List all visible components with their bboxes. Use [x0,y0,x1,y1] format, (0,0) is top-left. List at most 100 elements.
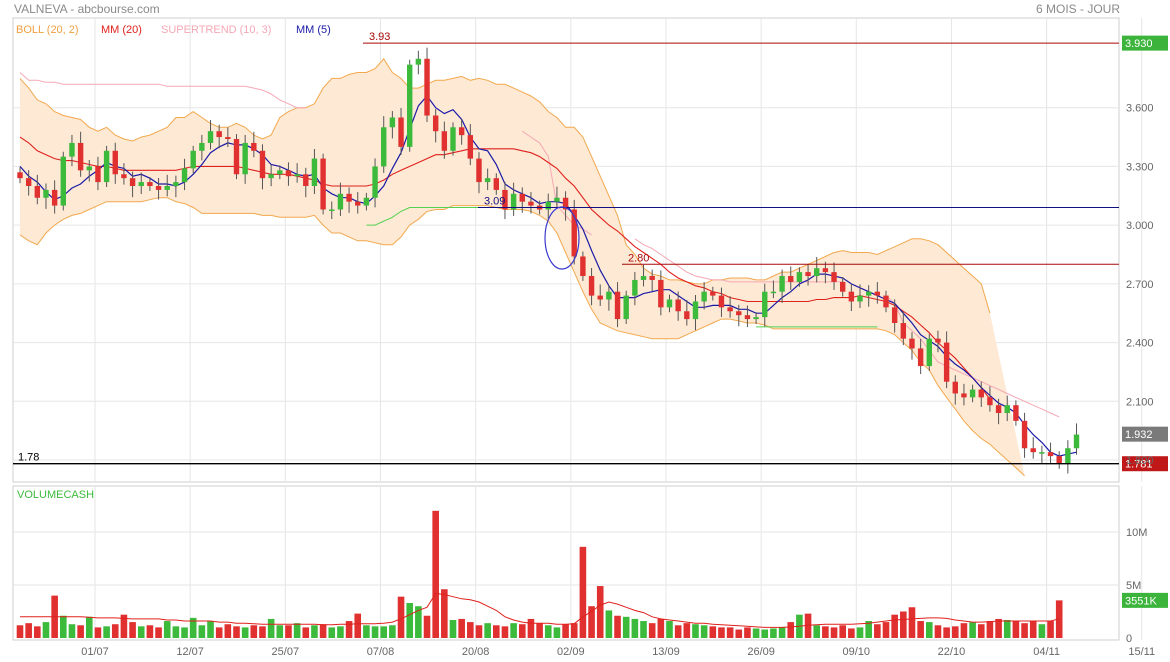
candle-38 [346,193,352,202]
volume-bar-10 [103,626,110,638]
candle-27 [251,142,257,151]
candle-86 [762,291,768,318]
legend-item-2: SUPERTREND (10, 3) [161,24,271,36]
volume-bar-70 [622,616,630,638]
candle-116 [1021,420,1028,449]
volume-bar-106 [934,625,942,638]
candle-12 [121,174,127,179]
x-tick-label-2: 25/07 [272,646,300,658]
candle-33 [303,174,309,186]
price-tag-bg-1 [1122,426,1168,442]
volume-bar-51 [458,618,465,638]
volume-bar-11 [111,624,119,638]
candle-72 [640,276,647,280]
candle-30 [277,170,283,175]
volume-title: VOLUMECASH [17,489,94,501]
volume-bar-33 [302,627,310,638]
candle-61 [545,201,551,210]
volume-bar-7 [77,625,84,638]
price-tag-1: 1.932 [1125,429,1153,441]
volume-bar-25 [233,626,240,638]
candle-32 [294,174,300,177]
candle-81 [718,295,725,308]
volume-bar-61 [544,625,552,638]
legend-item-0: BOLL (20, 2) [16,24,79,36]
volume-bar-58 [518,624,526,638]
price-tag-0: 3.930 [1125,38,1153,50]
candle-24 [225,137,231,140]
candle-19 [181,168,188,183]
volume-bar-85 [752,628,760,638]
volume-bar-107 [943,627,950,638]
y-tick-label-5: 2.100 [1126,396,1154,408]
candle-115 [1013,405,1019,421]
volume-bar-64 [570,623,578,638]
period-label[interactable]: 6 MOIS - JOUR [1035,2,1120,16]
volume-bar-29 [267,618,275,638]
supertrend-segment-0 [19,72,306,109]
volume-bar-23 [215,627,223,638]
candle-84 [744,315,751,320]
candle-52 [467,135,474,159]
candle-104 [917,348,924,367]
volume-bar-103 [908,607,916,638]
candle-96 [848,291,855,302]
candle-25 [233,139,240,175]
candle-105 [926,338,932,367]
y-tick-label-2: 3.000 [1126,220,1154,232]
y-tick-label-4: 2.400 [1126,338,1154,350]
candle-112 [987,397,993,406]
candle-103 [909,338,915,349]
price-tag-bg-2 [1122,456,1168,472]
candle-57 [510,193,517,210]
candle-89 [788,276,794,282]
volume-bar-14 [137,626,145,638]
candle-101 [891,307,898,323]
level-label-3: 1.78 [18,452,39,464]
bollinger-fill [20,58,1025,476]
volume-bar-8 [85,616,93,638]
candle-20 [190,150,196,169]
candle-49 [441,131,448,151]
volume-bar-96 [848,628,855,638]
x-tick-label-4: 20/08 [462,646,490,658]
candle-119 [1047,452,1054,457]
candle-13 [129,178,136,186]
volume-tick-label-2: 0 [1126,633,1132,645]
volume-bars: 3551K [16,510,1168,638]
volume-bar-118 [1038,624,1046,638]
axes: 3.600 3.300 3.000 2.700 2.400 2.100 1.800 10M 5M… [81,103,1155,658]
volume-bar-48 [432,510,439,638]
volume-bar-97 [856,627,864,638]
candle-64 [571,209,577,257]
volume-bar-59 [527,618,535,638]
volume-bar-21 [198,625,206,638]
volume-bar-73 [648,623,656,638]
candle-83 [736,311,742,316]
candle-69 [614,291,621,320]
volume-bar-66 [588,606,595,638]
volume-bar-65 [579,546,587,638]
candle-31 [285,170,292,177]
candle-37 [337,193,344,210]
candle-106 [935,338,941,343]
volume-bar-68 [605,610,613,638]
x-tick-label-9: 22/10 [938,646,966,658]
volume-bar-39 [354,613,362,638]
candle-94 [831,272,837,282]
candle-2 [34,186,41,198]
candle-111 [978,389,984,398]
volume-bar-44 [397,596,405,638]
x-tick-label-0: 01/07 [81,646,109,658]
candle-22 [207,131,214,143]
candle-122 [1073,434,1080,449]
volume-bar-0 [16,625,24,638]
volume-bar-77 [683,623,691,638]
volume-bar-42 [380,626,388,638]
candle-17 [164,186,170,190]
volume-bar-1 [25,623,32,638]
volume-bar-32 [293,623,301,638]
candle-23 [216,131,222,138]
volume-bar-108 [951,626,959,638]
candle-66 [588,276,595,296]
